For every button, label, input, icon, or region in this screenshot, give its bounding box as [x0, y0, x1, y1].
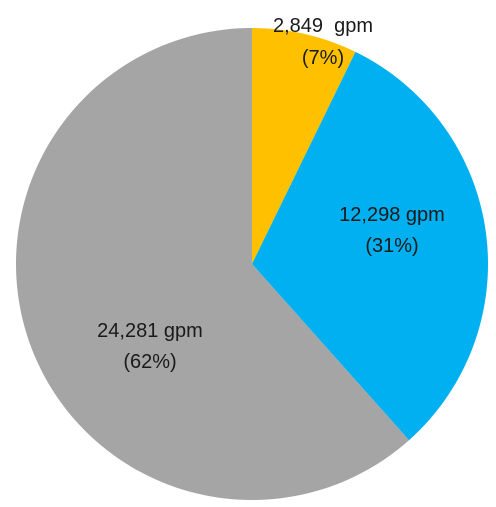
pie-slices — [15, 28, 488, 500]
slice-value-label-3: 24,281 gpm — [97, 320, 203, 342]
pie-slice-2 — [252, 51, 488, 441]
slice-percent-label-3: (62%) — [123, 351, 176, 373]
slice-percent-label-2: (31%) — [365, 235, 418, 257]
pie-slice-3 — [15, 28, 409, 500]
slice-value-label-1: 2,849 gpm — [273, 15, 373, 37]
pie-labels: 2,849 gpm (7%) 12,298 gpm (31%) 24,281 gpm (6… — [97, 15, 445, 373]
pie-slice-1 — [252, 28, 356, 264]
slice-percent-label-1: (7%) — [302, 47, 344, 69]
slice-value-label-2: 12,298 gpm — [339, 204, 445, 226]
